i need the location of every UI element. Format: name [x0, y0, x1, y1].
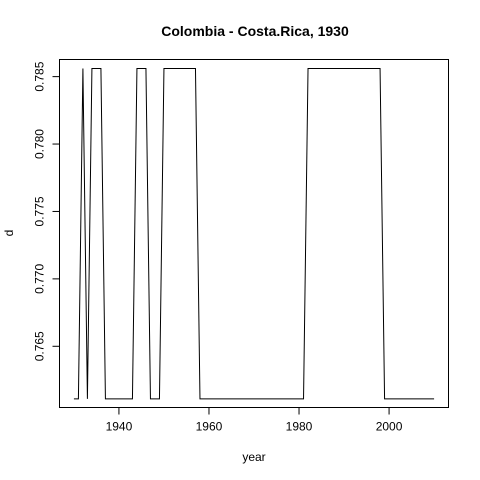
x-tick-label: 1960 [196, 420, 223, 434]
x-axis-label: year [242, 450, 265, 464]
y-tick-label: 0.785 [33, 61, 47, 91]
y-axis: 0.765 0.770 0.775 0.780 0.785 [33, 61, 60, 361]
x-tick-label: 1940 [106, 420, 133, 434]
y-tick-label: 0.775 [33, 196, 47, 226]
x-tick-label: 1980 [286, 420, 313, 434]
y-axis-label: d [2, 230, 16, 237]
x-tick-label: 2000 [376, 420, 403, 434]
series-line [73, 68, 435, 400]
chart-title: Colombia - Costa.Rica, 1930 [161, 23, 349, 39]
y-tick-label: 0.780 [33, 129, 47, 159]
plot-frame [59, 59, 449, 408]
x-axis: 1940 1960 1980 2000 [106, 407, 403, 434]
y-tick-label: 0.765 [33, 331, 47, 361]
y-tick-label: 0.770 [33, 264, 47, 294]
